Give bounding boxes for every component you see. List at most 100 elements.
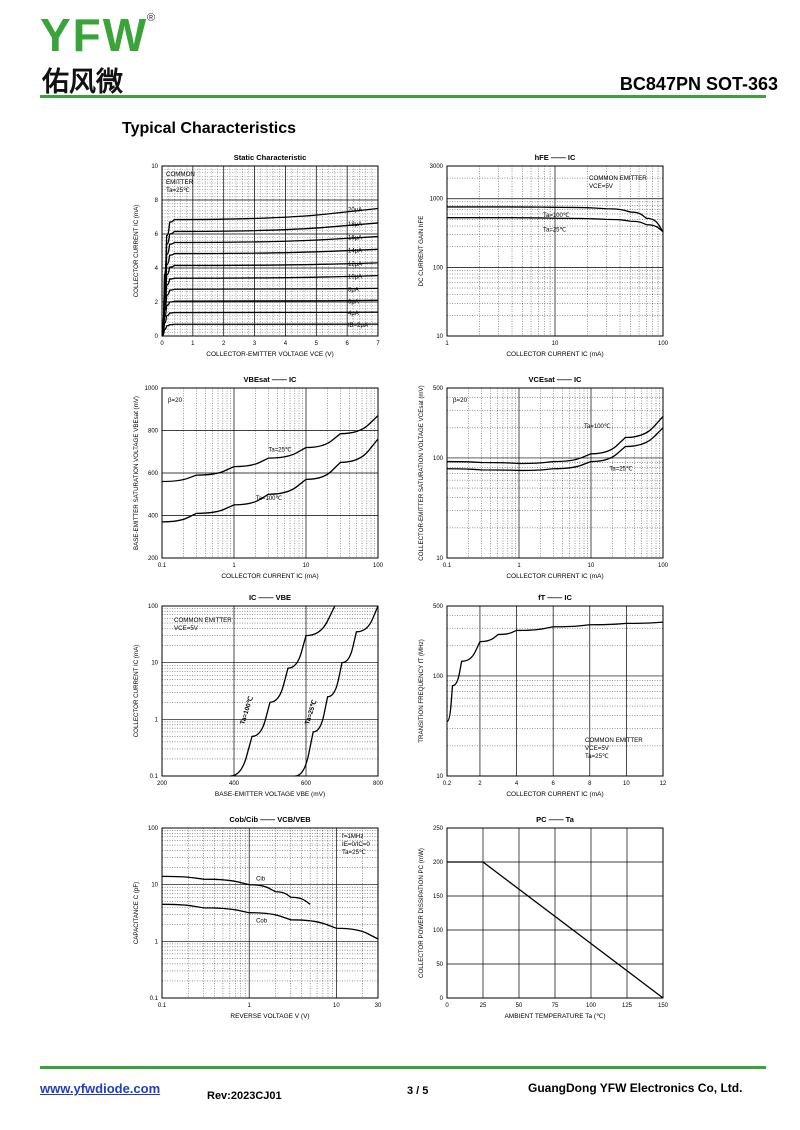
- x-tick-label: 800: [373, 781, 384, 787]
- series-line: [446, 217, 664, 233]
- y-tick-label: 500: [433, 386, 444, 392]
- series-line: [161, 275, 379, 337]
- x-axis-label: AMBIENT TEMPERATURE Ta (℃): [504, 1013, 605, 1020]
- series-line: [295, 605, 379, 777]
- y-axis-label: COLLECTOR POWER DISSIPATION PC (mW): [418, 848, 425, 978]
- x-tick-label: 100: [373, 563, 384, 569]
- plot-frame: [446, 827, 664, 999]
- y-tick-label: 1000: [145, 386, 159, 392]
- series-line: [447, 206, 664, 233]
- chart-title: Static Characteristic: [234, 153, 307, 162]
- annotation: β=20: [453, 397, 468, 404]
- y-tick-label: 800: [148, 429, 159, 435]
- x-tick-label: 0.1: [158, 563, 167, 569]
- annotation: COMMON EMITTER: [585, 737, 643, 744]
- x-tick-label: 3: [253, 341, 257, 347]
- annotation: β=20: [168, 397, 183, 404]
- website-link[interactable]: www.yfwdiode.com: [40, 1081, 161, 1096]
- header-divider: [40, 95, 766, 98]
- x-tick-label: 1: [232, 563, 236, 569]
- curve-label: 8μA: [348, 287, 359, 293]
- chart-title: VCEsat —— IC: [529, 375, 583, 384]
- chart-capacitance: Cob/Cib —— VCB/VEB 0.1 1 10 30 0.1 1 10 100 REVER…: [133, 815, 382, 1020]
- y-tick-label: 150: [433, 894, 444, 900]
- curve-label: 20μA: [348, 208, 362, 214]
- series-line: [446, 415, 664, 465]
- y-axis-label: COLLECTOR CURRENT IC (mA): [133, 645, 140, 738]
- series-line: [161, 299, 379, 337]
- series-line: [161, 262, 379, 337]
- x-axis-label: COLLECTOR CURRENT IC (mA): [506, 791, 603, 798]
- series-line: [230, 605, 336, 777]
- annotation: Ta=100℃: [543, 213, 570, 219]
- chart-ic-vs-vbe: IC —— VBE 200 400 600 800 0.1 1 10 100 BASE-EMITT…: [133, 593, 384, 798]
- y-tick-label: 0.1: [150, 996, 159, 1002]
- series-line: [161, 235, 379, 337]
- x-tick-label: 50: [516, 1003, 523, 1009]
- y-tick-label: 10: [436, 334, 443, 340]
- chart-title: fT —— IC: [538, 593, 572, 602]
- annotation: Ta=25℃: [609, 466, 633, 472]
- annotation: Ta=25℃: [585, 753, 609, 760]
- annotation: COMMON EMITTER: [174, 617, 232, 624]
- x-axis-label: COLLECTOR-EMITTER VOLTAGE VCE (V): [206, 351, 334, 358]
- y-tick-label: 100: [433, 456, 444, 462]
- y-axis-label: DC CURRENT GAIN hFE: [418, 216, 425, 287]
- x-axis-label: COLLECTOR CURRENT IC (mA): [221, 573, 318, 580]
- y-tick-label: 200: [433, 860, 444, 866]
- revision-label: Rev:2023CJ01: [207, 1090, 282, 1102]
- curve-label: 14μA: [348, 248, 362, 254]
- x-tick-label: 1: [248, 1003, 252, 1009]
- chart-title: VBEsat —— IC: [244, 375, 298, 384]
- x-tick-label: 6: [345, 341, 349, 347]
- registered-mark: ®: [147, 12, 156, 24]
- x-tick-label: 0.1: [158, 1003, 167, 1009]
- y-tick-label: 0: [155, 334, 159, 340]
- y-tick-label: 50: [436, 962, 443, 968]
- chart-power-derating: PC —— Ta 0 25 50 75 100 125 150 0 50 100 150 200 250 A…: [418, 815, 669, 1020]
- curve-label: 12μA: [348, 262, 362, 268]
- x-tick-label: 7: [376, 341, 380, 347]
- series-line: [161, 903, 379, 940]
- y-tick-label: 8: [155, 198, 159, 204]
- chart-ft-vs-ic: fT —— IC 0.2 2 4 6 8 10 12 10 100 500 COLLECTOR CUR…: [418, 593, 667, 798]
- x-tick-label: 200: [157, 781, 168, 787]
- series-line: [161, 875, 311, 905]
- annotation: Ta=25℃: [342, 849, 366, 856]
- x-tick-label: 8: [588, 781, 592, 787]
- chart-static-characteristic: Static Characteristic 0 1 2 3 4 5 6 7 0 2 4 6 8 10 COLL…: [133, 153, 380, 358]
- curve-label: 16μA: [348, 236, 362, 242]
- series-line: [446, 621, 664, 723]
- y-axis-label: COLLECTOR-EMITTER SATURATION VOLTAGE VCE…: [418, 385, 425, 560]
- x-axis-label: COLLECTOR CURRENT IC (mA): [506, 351, 603, 358]
- curve-label: 4μA: [348, 311, 359, 317]
- chart-title: Cob/Cib —— VCB/VEB: [229, 815, 311, 824]
- x-tick-label: 125: [622, 1003, 633, 1009]
- chart-title: hFE —— IC: [535, 153, 576, 162]
- series-line: [447, 861, 664, 999]
- annotation: EMITTER: [166, 179, 194, 186]
- x-tick-label: 600: [301, 781, 312, 787]
- y-tick-label: 100: [433, 674, 444, 680]
- y-axis-label: COLLECTOR CURRENT IC (mA): [133, 205, 140, 298]
- annotation: VCE=5V: [585, 745, 610, 752]
- y-tick-label: 10: [151, 883, 158, 889]
- x-tick-label: 1: [445, 341, 449, 347]
- page-number: 3 / 5: [407, 1085, 429, 1097]
- y-axis-label: CAPACITANCE C (pF): [133, 882, 140, 944]
- chart-vcesat-vs-ic: VCEsat —— IC 0.1 1 10 100 10 100 500 COLLECTOR C…: [418, 375, 669, 580]
- section-title: Typical Characteristics: [122, 120, 297, 137]
- annotation: VCE=5V: [589, 183, 614, 190]
- chart-vbesat-vs-ic: VBEsat —— IC 0.1 1 10 100 200 400 600 800 1000 COL…: [133, 375, 384, 580]
- grid: [446, 605, 664, 777]
- x-tick-label: 10: [333, 1003, 340, 1009]
- x-tick-label: 2: [478, 781, 482, 787]
- y-tick-label: 3000: [430, 164, 444, 170]
- x-tick-label: 4: [284, 341, 288, 347]
- annotation: VCE=5V: [174, 625, 199, 632]
- plot-frame: [161, 605, 379, 777]
- curve-label: 10μA: [348, 275, 362, 281]
- x-tick-label: 0.1: [443, 563, 452, 569]
- x-tick-label: 4: [515, 781, 519, 787]
